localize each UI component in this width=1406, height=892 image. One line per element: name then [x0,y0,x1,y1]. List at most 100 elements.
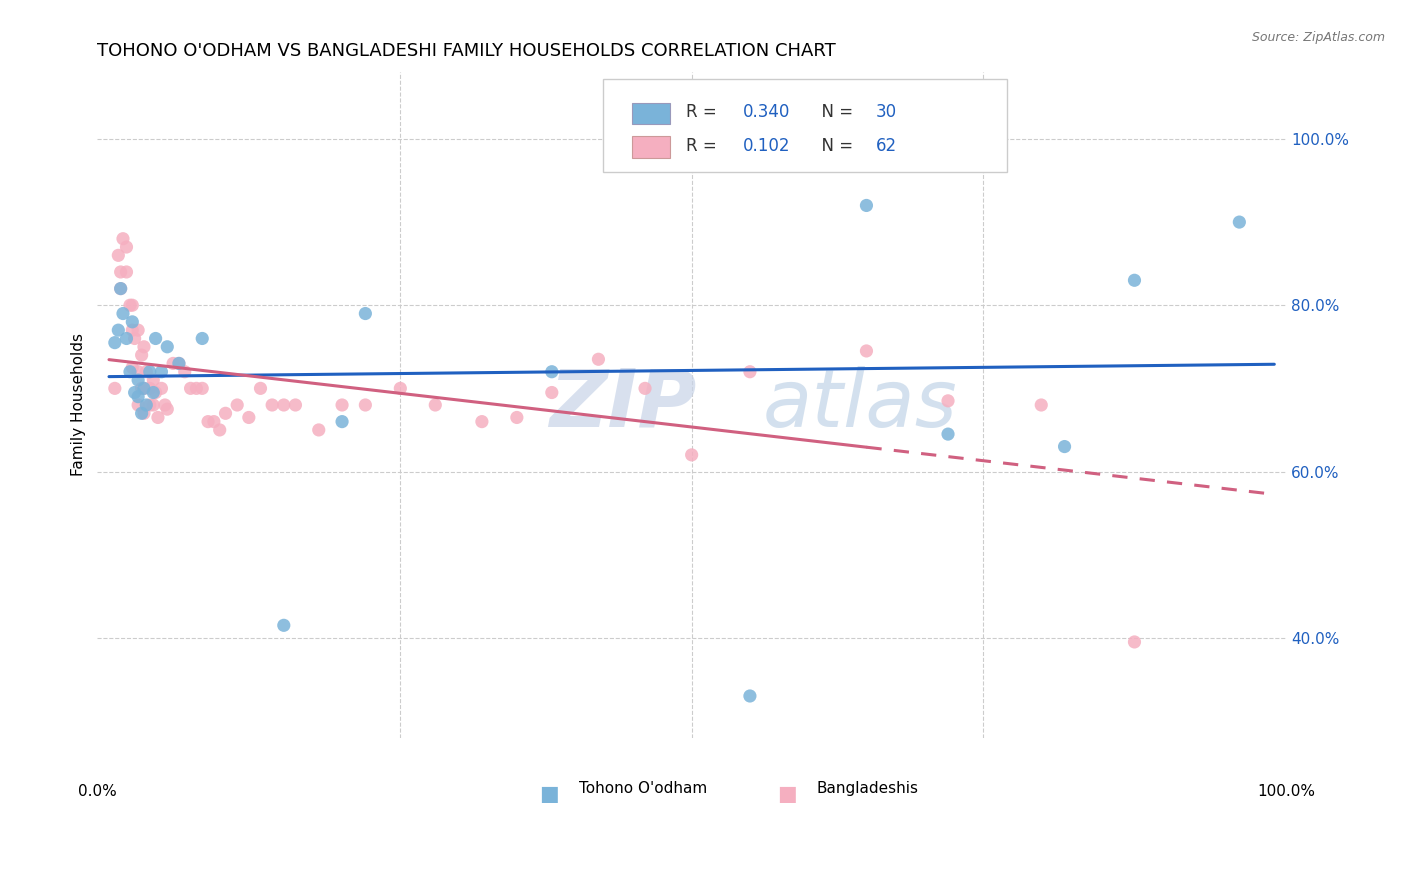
Point [139,365,162,379]
Point [135,365,157,379]
Text: 62: 62 [876,136,897,154]
Point [214,406,236,420]
Text: Tohono O'odham: Tohono O'odham [579,780,707,796]
Point [104,381,127,395]
Point [855,343,877,358]
Point [150,381,173,395]
Point [139,381,162,395]
Text: 100.0%: 100.0% [1257,784,1315,799]
Point [308,423,330,437]
Point [110,282,132,296]
Point [540,365,562,379]
Point [156,402,179,417]
Point [330,398,353,412]
Point [127,398,149,412]
Point [121,360,143,375]
FancyBboxPatch shape [603,79,1007,172]
Text: 30: 30 [876,103,897,121]
FancyBboxPatch shape [633,103,671,124]
Point [425,398,447,412]
Point [131,406,153,420]
Point [180,381,202,395]
Point [146,410,169,425]
Point [738,365,761,379]
Point [115,331,138,345]
Point [167,356,190,370]
Point [111,306,134,320]
Point [208,423,231,437]
Point [202,415,225,429]
Point [118,365,141,379]
Point [110,282,132,296]
Text: 0.102: 0.102 [742,136,790,154]
Point [540,385,562,400]
Point [284,398,307,412]
Point [238,410,260,425]
Point [132,406,155,420]
Text: 0.340: 0.340 [742,103,790,121]
Point [588,352,610,367]
Point [262,398,284,412]
Text: 0.0%: 0.0% [77,784,117,799]
Text: ZIP: ZIP [548,366,696,444]
Point [173,365,195,379]
Point [142,385,165,400]
Point [855,198,877,212]
Point [115,265,138,279]
Point [132,381,155,395]
Point [127,373,149,387]
Point [167,356,190,370]
Point [118,298,141,312]
Point [191,381,214,395]
Point [156,340,179,354]
Point [249,381,271,395]
Point [127,390,149,404]
Text: R =: R = [686,103,721,121]
Point [121,298,143,312]
Point [1123,635,1146,649]
Point [936,427,959,442]
Point [153,398,176,412]
Point [111,232,134,246]
Point [132,381,155,395]
Text: ■: ■ [778,784,797,804]
Point [110,265,132,279]
Point [107,248,129,262]
Point [226,398,249,412]
Point [1053,440,1076,454]
Point [191,331,214,345]
Point [273,618,295,632]
Point [127,365,149,379]
Point [139,398,162,412]
Text: R =: R = [686,136,721,154]
Point [121,323,143,337]
Point [142,373,165,387]
Point [131,381,153,395]
Point [115,240,138,254]
Point [132,340,155,354]
Point [107,323,129,337]
Text: TOHONO O'ODHAM VS BANGLADESHI FAMILY HOUSEHOLDS CORRELATION CHART: TOHONO O'ODHAM VS BANGLADESHI FAMILY HOU… [97,42,837,60]
Text: N =: N = [810,136,858,154]
FancyBboxPatch shape [633,136,671,158]
Point [738,689,761,703]
Point [197,415,219,429]
Point [127,323,149,337]
Point [145,385,167,400]
Point [506,410,529,425]
Point [142,398,165,412]
Point [1123,273,1146,287]
Point [124,385,146,400]
Y-axis label: Family Households: Family Households [72,334,86,476]
Point [124,331,146,345]
Point [162,356,184,370]
Point [135,398,157,412]
Text: Bangladeshis: Bangladeshis [817,780,918,796]
Point [389,381,412,395]
Point [936,393,959,408]
Point [354,306,377,320]
Text: Source: ZipAtlas.com: Source: ZipAtlas.com [1251,31,1385,45]
Point [634,381,657,395]
Text: ■: ■ [538,784,560,804]
Point [121,315,143,329]
